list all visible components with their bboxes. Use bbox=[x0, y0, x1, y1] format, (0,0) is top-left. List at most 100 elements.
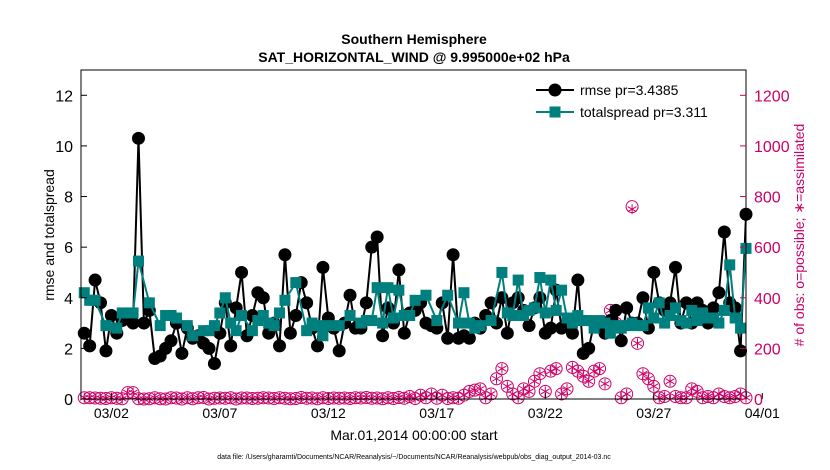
totalspread-point bbox=[420, 289, 432, 301]
rmse-point bbox=[462, 331, 476, 345]
possible-obs-point bbox=[701, 389, 715, 403]
y-left-tick-label: 4 bbox=[64, 291, 73, 308]
totalspread-point bbox=[664, 309, 676, 321]
assimilated-obs-point bbox=[399, 393, 409, 404]
y-right-tick-label: 800 bbox=[754, 190, 781, 207]
possible-obs-point bbox=[652, 391, 666, 405]
rmse-point bbox=[446, 248, 460, 262]
totalspread-point bbox=[680, 317, 692, 329]
rmse-point bbox=[224, 339, 238, 353]
possible-obs-point bbox=[717, 389, 731, 403]
rmse-point bbox=[175, 346, 189, 360]
rmse-point bbox=[441, 331, 455, 345]
possible-obs-point bbox=[631, 336, 645, 350]
totalspread-point bbox=[311, 320, 323, 332]
totalspread-point bbox=[268, 320, 280, 332]
possible-obs-point bbox=[598, 377, 612, 391]
assimilated-obs-point bbox=[546, 366, 556, 377]
assimilated-obs-point bbox=[405, 391, 415, 402]
totalspread-point bbox=[713, 317, 725, 329]
rmse-point bbox=[126, 316, 140, 330]
y-axis-right: 0 200 400 600 800 1000 1200 bbox=[740, 88, 790, 409]
assimilated-obs-point bbox=[632, 338, 643, 349]
x-tick-label: 03/02 bbox=[94, 405, 129, 421]
totalspread-point bbox=[458, 287, 470, 299]
rmse-point bbox=[706, 301, 720, 315]
totalspread-point bbox=[143, 297, 155, 309]
assimilated-obs-point bbox=[665, 376, 675, 387]
rmse-point bbox=[278, 248, 292, 262]
rmse-point bbox=[77, 326, 91, 340]
totalspread-point bbox=[257, 309, 269, 321]
legend: rmse pr=3.4385 totalspread pr=3.311 bbox=[529, 76, 739, 124]
totalspread-point bbox=[154, 320, 166, 332]
totalspread-point bbox=[642, 302, 654, 314]
assimilated-obs-point bbox=[719, 391, 729, 402]
totalspread-point bbox=[317, 330, 329, 342]
y-axis-left: 0 2 4 6 8 10 12 bbox=[55, 88, 87, 409]
possible-obs-point bbox=[658, 389, 672, 403]
rmse-point bbox=[728, 301, 742, 315]
possible-obs-point bbox=[495, 362, 509, 376]
legend-totalspread-marker bbox=[549, 106, 561, 118]
rmse-point bbox=[620, 301, 634, 315]
assimilated-obs-point bbox=[643, 373, 653, 384]
plot-area bbox=[77, 131, 753, 406]
y-right-tick-label: 400 bbox=[754, 291, 781, 308]
chart-subtitle: SAT_HORIZONTAL_WIND @ 9.995000e+02 hPa bbox=[258, 49, 570, 65]
totalspread-point bbox=[453, 317, 465, 329]
totalspread-point bbox=[214, 307, 226, 319]
y-right-tick-label: 1200 bbox=[754, 88, 790, 105]
assimilated-obs-point bbox=[464, 386, 474, 397]
assimilated-obs-point bbox=[388, 393, 399, 404]
x-tick-label: 03/17 bbox=[419, 405, 454, 421]
possible-obs-point bbox=[571, 364, 585, 378]
totalspread-point bbox=[371, 282, 383, 294]
rmse-point bbox=[647, 265, 661, 279]
totalspread-point bbox=[724, 259, 736, 271]
rmse-point bbox=[359, 296, 373, 310]
totalspread-point bbox=[208, 320, 220, 332]
rmse-point bbox=[668, 260, 682, 274]
assimilated-obs-point bbox=[692, 386, 702, 397]
possible-obs-point bbox=[403, 389, 417, 403]
totalspread-point bbox=[219, 292, 231, 304]
rmse-point bbox=[256, 291, 270, 305]
totalspread-point bbox=[534, 272, 546, 284]
assimilated-obs-point bbox=[703, 391, 713, 402]
possible-obs-point bbox=[647, 379, 661, 393]
totalspread-point bbox=[588, 322, 600, 334]
possible-obs-point bbox=[180, 391, 194, 405]
assimilated-obs-point bbox=[578, 371, 588, 382]
totalspread-point bbox=[170, 312, 182, 324]
rmse-point bbox=[300, 296, 314, 310]
assimilated-obs-point bbox=[594, 363, 605, 374]
assimilated-obs-point bbox=[426, 388, 436, 399]
totalspread-point bbox=[100, 320, 112, 332]
possible-obs-point bbox=[533, 367, 547, 381]
x-tick-label: 04/01 bbox=[745, 405, 780, 421]
rmse-point bbox=[273, 339, 287, 353]
y-right-tick-label: 600 bbox=[754, 240, 781, 257]
rmse-point bbox=[310, 339, 324, 353]
totalspread-point bbox=[474, 320, 486, 332]
rmse-point bbox=[283, 326, 297, 340]
rmse-point bbox=[734, 344, 748, 358]
chart-title: Southern Hemisphere bbox=[341, 31, 487, 47]
y-axis-left-label: rmse and totalspread bbox=[41, 169, 57, 301]
totalspread-point bbox=[604, 327, 616, 339]
x-tick-label: 03/22 bbox=[528, 405, 563, 421]
rmse-point bbox=[131, 131, 145, 145]
totalspread-point bbox=[528, 302, 540, 314]
rmse-point bbox=[609, 303, 623, 317]
assimilated-obs-point bbox=[735, 388, 746, 399]
totalspread-point bbox=[301, 325, 313, 337]
assimilated-obs-point bbox=[291, 393, 301, 404]
x-tick-label: 03/27 bbox=[636, 405, 671, 421]
possible-obs-point bbox=[620, 387, 634, 401]
rmse-point bbox=[717, 225, 731, 239]
totalspread-point bbox=[366, 315, 378, 327]
rmse-point bbox=[522, 319, 536, 333]
assimilated-obs-point bbox=[508, 388, 518, 399]
